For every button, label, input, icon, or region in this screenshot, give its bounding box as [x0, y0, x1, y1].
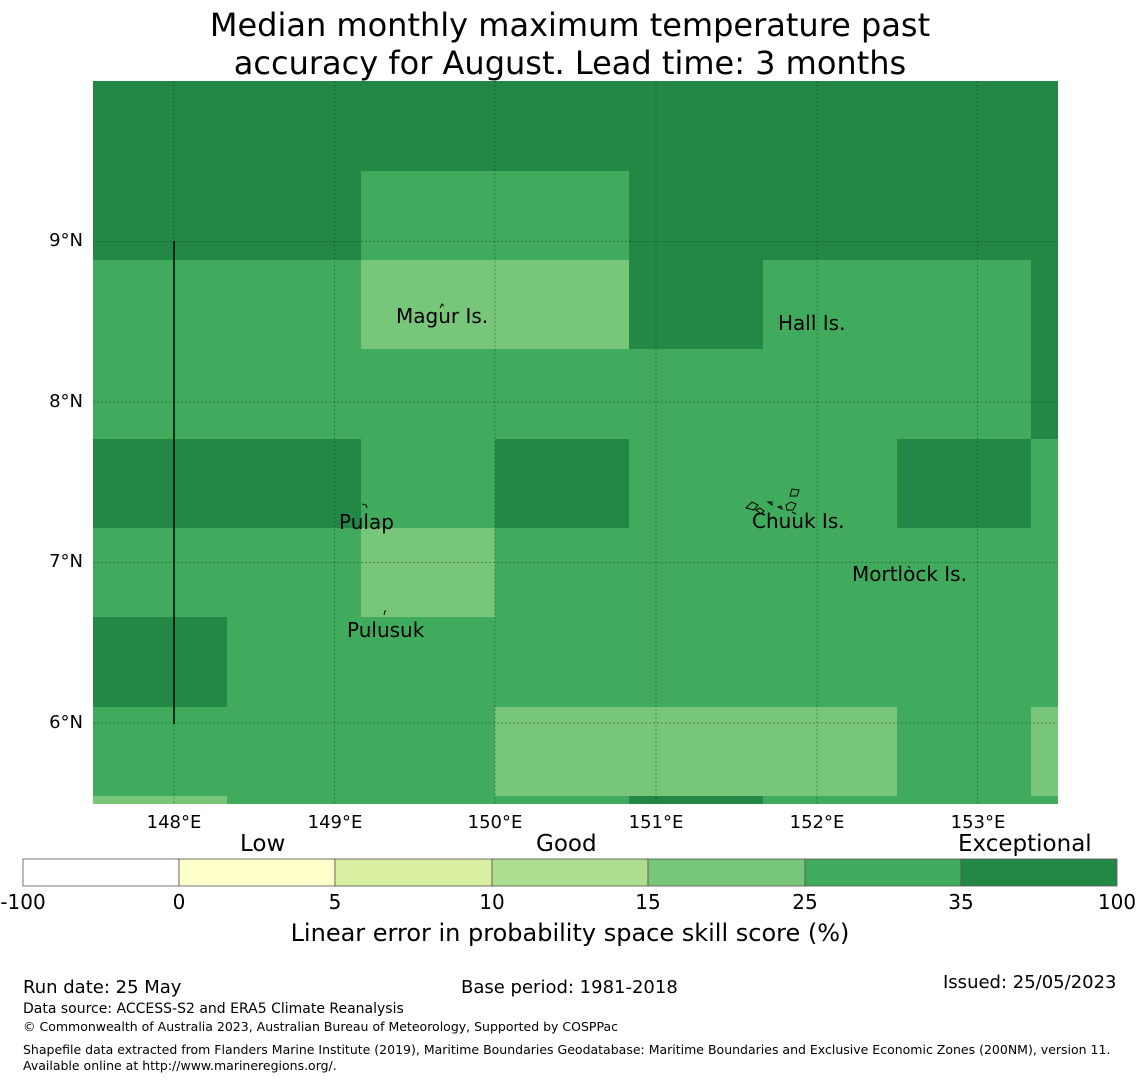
- run-date: Run date: 25 May: [23, 977, 182, 998]
- place-label-chuuk: Chuuk Is.: [752, 509, 845, 533]
- map-cell: [93, 796, 227, 804]
- place-label-mortlock: Mortlock Is.: [852, 562, 967, 586]
- map-cell: [93, 528, 361, 617]
- base-period: Base period: 1981-2018: [461, 977, 678, 998]
- map-cell: [1031, 349, 1058, 439]
- shapefile-attribution: Shapefile data extracted from Flanders M…: [23, 1042, 1111, 1073]
- map-cell: [629, 260, 763, 349]
- data-source: Data source: ACCESS-S2 and ERA5 Climate …: [23, 1001, 404, 1017]
- lon-label: 152°E: [789, 812, 845, 833]
- lon-label: 151°E: [628, 812, 684, 833]
- lat-label: 8°N: [49, 391, 83, 412]
- map-cell: [1031, 707, 1058, 796]
- colorbar-bin: [22, 858, 180, 887]
- lat-label: 7°N: [49, 551, 83, 572]
- colorbar-category-low: Low: [240, 831, 286, 857]
- colorbar: [22, 858, 1118, 887]
- pulap-island-outline: [361, 503, 368, 509]
- map-cell: [629, 796, 763, 804]
- map-cell: [361, 171, 629, 260]
- colorbar-category-good: Good: [536, 831, 597, 857]
- map-cell: [897, 707, 1031, 796]
- map-grid-cells: [93, 81, 1058, 804]
- map-cell: [227, 796, 629, 804]
- map-cell: [897, 439, 1031, 528]
- colorbar-tick: 0: [172, 890, 186, 914]
- magur-island-outline: [439, 303, 445, 309]
- colorbar-bin: [960, 858, 1118, 887]
- colorbar-tick: 10: [479, 890, 505, 914]
- mortlock-island-outline: [907, 565, 911, 569]
- map-cell: [763, 796, 1058, 804]
- colorbar-bin: [178, 858, 336, 887]
- colorbar-bin: [804, 858, 962, 887]
- map-cell: [93, 439, 361, 528]
- map-cell: [93, 349, 1031, 439]
- map-title-line-1: Median monthly maximum temperature past: [209, 6, 931, 44]
- map-cell: [495, 707, 897, 796]
- pulusuk-island-outline: [383, 610, 386, 616]
- chuuk-lagoon-outline: [745, 488, 800, 515]
- colorbar-label: Linear error in probability space skill …: [290, 919, 850, 947]
- map-cell: [93, 81, 1058, 171]
- copyright-notice: © Commonwealth of Australia 2023, Austra…: [23, 1019, 618, 1034]
- map-title-line-2: accuracy for August. Lead time: 3 months: [233, 44, 907, 82]
- map-cell: [361, 439, 495, 528]
- colorbar-tick: -100: [0, 890, 46, 914]
- colorbar-bin: [334, 858, 493, 887]
- colorbar-bin: [491, 858, 649, 887]
- colorbar-category-exceptional: Exceptional: [958, 831, 1092, 857]
- island-outlines: [361, 303, 911, 616]
- colorbar-tick: 15: [635, 890, 661, 914]
- map-cell: [93, 171, 361, 260]
- lat-label: 9°N: [49, 230, 83, 251]
- issued-date: Issued: 25/05/2023: [943, 972, 1117, 993]
- map-cell: [629, 171, 1058, 260]
- colorbar-bin: [647, 858, 806, 887]
- place-label-hall: Hall Is.: [778, 311, 846, 335]
- map-cell: [227, 617, 1058, 707]
- map-cell: [361, 260, 629, 349]
- lon-label: 148°E: [146, 812, 202, 833]
- lon-label: 150°E: [467, 812, 523, 833]
- map-cell: [495, 439, 629, 528]
- map-cell: [93, 617, 227, 707]
- map-cell: [763, 260, 1031, 349]
- lon-label: 149°E: [307, 812, 363, 833]
- map-cell: [495, 528, 1058, 617]
- place-label-pulusuk: Pulusuk: [347, 618, 425, 642]
- place-label-pulap: Pulap: [339, 510, 394, 534]
- map-cell: [93, 707, 495, 796]
- lat-label: 6°N: [49, 712, 83, 733]
- colorbar-tick: 5: [328, 890, 342, 914]
- map-cell: [361, 528, 495, 617]
- map-cell: [93, 260, 361, 349]
- map-cell: [629, 439, 897, 528]
- hall-island-outline: [811, 315, 815, 318]
- colorbar-tick: 25: [792, 890, 818, 914]
- place-label-magur: Magur Is.: [396, 304, 489, 328]
- map-cell: [1031, 439, 1058, 528]
- colorbar-tick: 35: [948, 890, 974, 914]
- colorbar-tick: 100: [1097, 890, 1137, 914]
- lon-label: 153°E: [950, 812, 1006, 833]
- map-cell: [1031, 260, 1058, 349]
